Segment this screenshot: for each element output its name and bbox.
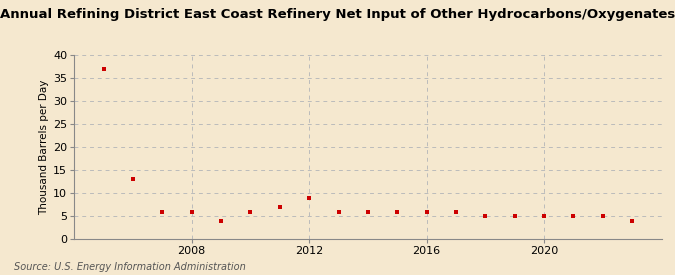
Point (480, 214, 491, 218)
Point (626, 219, 637, 223)
Point (186, 210, 197, 214)
Point (539, 214, 549, 218)
Text: Annual Refining District East Coast Refinery Net Input of Other Hydrocarbons/Oxy: Annual Refining District East Coast Refi… (0, 8, 675, 21)
Y-axis label: Thousand Barrels per Day: Thousand Barrels per Day (39, 79, 49, 215)
Point (128, 177, 138, 182)
Point (568, 214, 578, 218)
Point (274, 205, 285, 209)
Point (215, 219, 226, 223)
Text: Source: U.S. Energy Information Administration: Source: U.S. Energy Information Administ… (14, 262, 245, 272)
Point (333, 210, 344, 214)
Point (597, 214, 608, 218)
Point (509, 214, 520, 218)
Point (421, 210, 432, 214)
Point (245, 210, 256, 214)
Point (304, 196, 315, 200)
Point (98, 67, 109, 71)
Point (392, 210, 402, 214)
Point (362, 210, 373, 214)
Point (450, 210, 461, 214)
Point (157, 210, 167, 214)
